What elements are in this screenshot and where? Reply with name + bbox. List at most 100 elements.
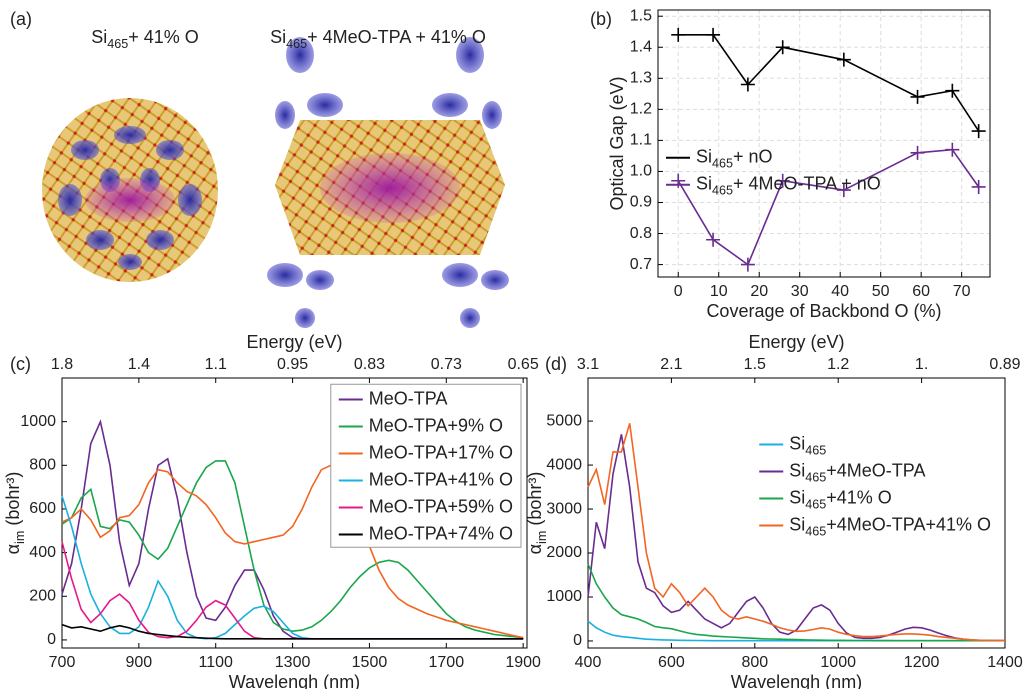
series-line bbox=[62, 542, 523, 639]
x-tick-label: 60 bbox=[912, 283, 930, 300]
point-marker bbox=[671, 28, 685, 42]
panel-label: (b) bbox=[590, 9, 612, 29]
legend-label: Si465+41% O bbox=[789, 487, 892, 512]
y-tick-label: 400 bbox=[29, 544, 56, 561]
x2-tick-label: 3.1 bbox=[577, 356, 599, 373]
point-marker bbox=[945, 143, 959, 157]
x-axis-label: Wavelengh (nm) bbox=[731, 672, 862, 689]
x-tick-label: 10 bbox=[710, 283, 728, 300]
legend-label: Si465+ nO bbox=[696, 146, 773, 171]
x-tick-label: 1200 bbox=[904, 654, 940, 671]
x2-tick-label: 1. bbox=[915, 356, 928, 373]
x-tick-label: 800 bbox=[741, 654, 768, 671]
legend-label: MeO-TPA+74% O bbox=[369, 523, 513, 543]
y-tick-label: 2000 bbox=[546, 544, 582, 561]
point-marker bbox=[741, 258, 755, 272]
x-tick-label: 1100 bbox=[199, 654, 234, 671]
y-tick-label: 0.9 bbox=[630, 194, 652, 211]
y-tick-label: 1.4 bbox=[630, 38, 652, 55]
legend-label: MeO-TPA bbox=[369, 388, 448, 408]
x2-tick-label: 1.4 bbox=[128, 356, 150, 373]
x-tick-label: 30 bbox=[791, 283, 809, 300]
y-axis-label: αim (bohr³) bbox=[3, 472, 28, 555]
panel-label: (c) bbox=[10, 354, 31, 374]
point-marker bbox=[972, 124, 986, 138]
x-axis-label: Wavelengh (nm) bbox=[229, 672, 360, 689]
y-tick-label: 200 bbox=[29, 587, 56, 604]
point-marker bbox=[945, 84, 959, 98]
x-tick-label: 20 bbox=[750, 283, 768, 300]
x2-axis-label: Energy (eV) bbox=[246, 332, 342, 352]
point-marker bbox=[972, 180, 986, 194]
point-marker bbox=[837, 53, 851, 67]
y-tick-label: 4000 bbox=[546, 456, 582, 473]
x-tick-label: 400 bbox=[575, 654, 602, 671]
y-tick-label: 0.8 bbox=[630, 225, 652, 242]
y-tick-label: 0 bbox=[47, 631, 56, 648]
y-tick-label: 1000 bbox=[546, 588, 582, 605]
plot-frame bbox=[588, 378, 1005, 648]
y-tick-label: 5000 bbox=[546, 412, 582, 429]
x-tick-label: 1900 bbox=[505, 654, 541, 671]
x-tick-label: 50 bbox=[872, 283, 890, 300]
figure: (a) Si465+ 41% O Si465+ 4MeO-TPA + 41% O… bbox=[0, 0, 1025, 689]
x2-tick-label: 1.1 bbox=[205, 356, 227, 373]
y-tick-label: 1.1 bbox=[630, 132, 652, 149]
panel-label: (a) bbox=[10, 9, 32, 29]
x-tick-label: 600 bbox=[658, 654, 685, 671]
panel-label: (d) bbox=[545, 354, 567, 374]
x-tick-label: 900 bbox=[126, 654, 153, 671]
x2-tick-label: 0.95 bbox=[277, 356, 308, 373]
x2-tick-label: 0.89 bbox=[989, 356, 1020, 373]
plot-frame bbox=[658, 10, 990, 277]
x2-tick-label: 1.5 bbox=[744, 356, 766, 373]
x-axis-label: Coverage of Backbond O (%) bbox=[706, 301, 941, 321]
legend-label: Si465+4MeO-TPA bbox=[789, 460, 925, 485]
x2-tick-label: 0.83 bbox=[354, 356, 385, 373]
cluster-right bbox=[267, 37, 509, 328]
y-tick-label: 1.3 bbox=[630, 70, 652, 87]
x-tick-label: 1700 bbox=[429, 654, 465, 671]
y-tick-label: 800 bbox=[29, 457, 56, 474]
x-tick-label: 1400 bbox=[987, 654, 1023, 671]
y-tick-label: 3000 bbox=[546, 500, 582, 517]
y-tick-label: 1.0 bbox=[630, 163, 652, 180]
x2-tick-label: 1.2 bbox=[827, 356, 849, 373]
x2-tick-label: 2.1 bbox=[660, 356, 682, 373]
x2-tick-label: 0.73 bbox=[431, 356, 462, 373]
point-marker bbox=[706, 28, 720, 42]
legend-label: Si465+4MeO-TPA+41% O bbox=[789, 514, 991, 539]
x-tick-label: 1500 bbox=[352, 654, 388, 671]
caption: Si465+ 41% O bbox=[91, 27, 199, 52]
legend-label: MeO-TPA+41% O bbox=[369, 469, 513, 489]
y-tick-label: 0 bbox=[573, 632, 582, 649]
point-marker bbox=[911, 146, 925, 160]
point-marker bbox=[911, 90, 925, 104]
legend-label: MeO-TPA+17% O bbox=[369, 442, 513, 462]
y-tick-label: 1.2 bbox=[630, 101, 652, 118]
x2-axis-label: Energy (eV) bbox=[748, 332, 844, 352]
x2-tick-label: 1.8 bbox=[51, 356, 73, 373]
point-marker bbox=[706, 233, 720, 247]
x-tick-label: 700 bbox=[49, 654, 76, 671]
x-tick-label: 70 bbox=[953, 283, 971, 300]
cluster-left bbox=[42, 98, 218, 282]
y-tick-label: 1000 bbox=[20, 413, 56, 430]
x-tick-label: 40 bbox=[831, 283, 849, 300]
x-tick-label: 0 bbox=[674, 283, 683, 300]
y-axis-label: Optical Gap (eV) bbox=[607, 76, 627, 210]
legend-label: Si465+ 4MeO-TPA + nO bbox=[696, 173, 881, 198]
legend-label: MeO-TPA+9% O bbox=[369, 415, 503, 435]
legend-label: MeO-TPA+59% O bbox=[369, 496, 513, 516]
y-tick-label: 0.7 bbox=[630, 256, 652, 273]
series-line bbox=[678, 35, 979, 131]
x2-tick-label: 0.65 bbox=[508, 356, 539, 373]
y-tick-label: 600 bbox=[29, 500, 56, 517]
legend-label: Si465 bbox=[789, 433, 826, 458]
x-tick-label: 1000 bbox=[820, 654, 856, 671]
y-tick-label: 1.5 bbox=[630, 7, 652, 24]
x-tick-label: 1300 bbox=[275, 654, 311, 671]
caption: Si465+ 4MeO-TPA + 41% O bbox=[270, 27, 486, 52]
